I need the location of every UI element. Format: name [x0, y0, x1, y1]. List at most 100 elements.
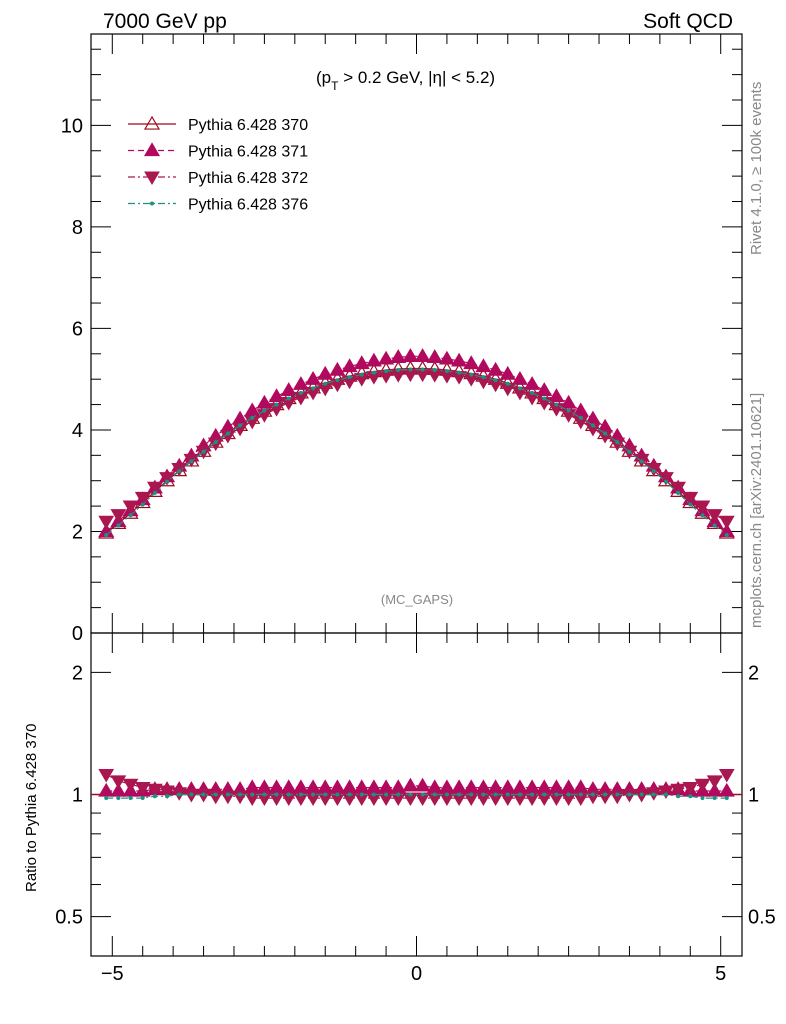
legend-marker: [144, 171, 160, 185]
ratio-point: [292, 779, 309, 794]
data-point: [487, 361, 504, 376]
data-point: [134, 491, 151, 506]
data-point: [384, 369, 389, 374]
analysis-tag: (MC_GAPS): [381, 592, 453, 607]
ratio-point: [560, 779, 577, 794]
legend-label: Pythia 6.428 372: [188, 170, 308, 187]
ratio-point: [706, 775, 723, 789]
series-line: [105, 368, 728, 536]
ratio-point: [487, 779, 504, 794]
ratio-point: [159, 785, 175, 800]
cuts-rest: > 0.2 GeV, |η| < 5.2): [338, 68, 495, 87]
data-point: [347, 375, 352, 380]
ratio-y-label: Ratio to Pythia 6.428 370: [23, 724, 40, 892]
data-point: [597, 429, 613, 444]
ratio-point: [615, 792, 620, 797]
ratio-point: [682, 782, 699, 796]
data-point: [542, 396, 547, 401]
ratio-point: [359, 792, 364, 797]
ratio-point: [718, 768, 735, 783]
ratio-point: [98, 782, 115, 797]
data-point: [402, 348, 419, 362]
series-3: [98, 368, 735, 530]
ratio-point: [712, 796, 717, 801]
ratio-point: [517, 792, 522, 797]
ratio-point: [274, 792, 279, 797]
series-1: [98, 360, 735, 539]
ratio-point: [463, 779, 480, 794]
data-point: [359, 372, 364, 377]
data-point: [493, 378, 498, 383]
ratio-point: [317, 779, 334, 794]
data-point: [165, 479, 170, 484]
data-point: [438, 350, 455, 365]
data-point: [371, 370, 376, 375]
ratio-point: [658, 785, 674, 800]
x-tick-label: 0: [411, 963, 422, 985]
ratio-point: [706, 782, 723, 797]
data-point: [317, 365, 334, 380]
data-point: [116, 523, 121, 528]
series-2: [98, 348, 735, 538]
data-point: [706, 509, 723, 523]
ratio-point: [335, 792, 340, 797]
data-point: [232, 410, 249, 425]
y-tick-label: 2: [72, 521, 83, 543]
ratio-point: [116, 796, 121, 801]
ratio-y-tick-label-right: 2: [748, 662, 759, 684]
cuts-label: (pT > 0.2 GeV, |η| < 5.2): [316, 68, 495, 93]
data-point: [682, 491, 699, 506]
legend-item: Pythia 6.428 372: [128, 170, 308, 187]
ratio-point: [225, 792, 230, 797]
data-point: [426, 349, 443, 363]
ratio-point: [147, 783, 163, 798]
data-point: [548, 388, 565, 403]
ratio-point: [323, 792, 328, 797]
ratio-point: [499, 779, 516, 794]
ratio-y-tick-label: 2: [72, 662, 83, 684]
header-left-title: 7000 GeV pp: [103, 10, 227, 33]
data-point: [511, 370, 528, 385]
data-point: [651, 469, 656, 474]
data-point: [536, 382, 553, 396]
data-point: [298, 390, 303, 395]
ratio-point: [663, 792, 668, 797]
ratio-point: [414, 777, 431, 792]
data-point: [554, 402, 559, 407]
ratio-point: [603, 792, 608, 797]
data-point: [225, 431, 230, 436]
data-point: [700, 513, 705, 518]
ratio-point: [554, 792, 559, 797]
data-point: [341, 358, 358, 373]
data-point: [639, 459, 644, 464]
ratio-point: [578, 792, 583, 797]
data-point: [353, 355, 370, 370]
ratio-point: [566, 792, 571, 797]
site-label: mcplots.cern.ch [arXiv:2401.10621]: [748, 393, 765, 628]
ratio-point: [98, 768, 115, 783]
ratio-y-tick-label-right: 1: [748, 785, 759, 807]
data-point: [615, 440, 620, 445]
data-point: [280, 382, 297, 396]
ratio-line: [106, 793, 727, 799]
legend-label: Pythia 6.428 371: [188, 144, 308, 161]
ratio-point: [262, 792, 267, 797]
ratio-point: [511, 779, 528, 794]
data-point: [128, 513, 133, 518]
ratio-point: [481, 792, 486, 797]
data-point: [213, 440, 218, 445]
data-point: [663, 479, 668, 484]
y-tick-label: 0: [72, 623, 83, 645]
ratio-point: [329, 779, 346, 794]
data-point: [238, 423, 243, 428]
ratio-point: [110, 782, 127, 797]
ratio-point: [280, 779, 297, 794]
ratio-point: [505, 792, 510, 797]
data-point: [627, 449, 632, 454]
ratio-point: [238, 792, 243, 797]
data-point: [505, 381, 510, 386]
ratio-point: [110, 775, 127, 789]
y-tick-label: 10: [61, 115, 83, 137]
data-point: [262, 408, 267, 413]
data-point: [578, 415, 583, 420]
